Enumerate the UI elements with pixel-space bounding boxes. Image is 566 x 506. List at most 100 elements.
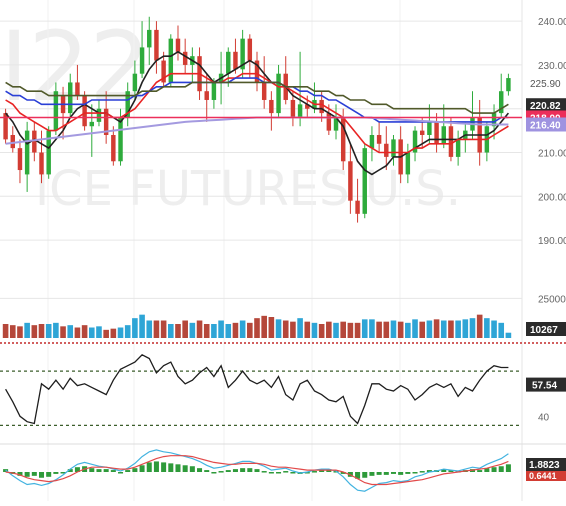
oscillator-panel — [0, 354, 522, 426]
price-label-text: 216.40 — [530, 120, 561, 131]
candle-body — [506, 78, 511, 92]
watermark-exchange: ICE FUTURES U.S. — [35, 161, 461, 217]
oscillator-tick-label: 40 — [538, 412, 550, 423]
candle-body — [89, 121, 95, 127]
y-tick-label: 210.00 — [538, 149, 566, 160]
volume-bar — [9, 325, 16, 338]
macd-histogram-bar — [204, 470, 210, 472]
macd-histogram-bar — [31, 472, 37, 476]
macd-histogram-bar — [125, 470, 131, 472]
volume-label-text: 10267 — [530, 325, 558, 336]
macd-histogram-bar — [168, 463, 174, 472]
candle-body — [103, 108, 109, 135]
volume-bar — [297, 318, 303, 338]
y-tick-label: 200.00 — [538, 192, 566, 203]
volume-label-box — [526, 322, 566, 336]
price-label-box — [526, 98, 566, 113]
candle-body — [154, 29, 159, 61]
macd-histogram-bar — [405, 472, 411, 474]
macd-label-box — [526, 458, 566, 471]
macd-histogram-bar — [441, 469, 447, 472]
macd-histogram-bar — [225, 470, 231, 472]
candle-body — [369, 135, 375, 149]
macd-histogram-bar — [254, 469, 260, 472]
macd-histogram-bar — [53, 472, 59, 474]
candle-body — [434, 121, 439, 144]
volume-bar — [261, 315, 267, 338]
candle-body — [182, 51, 188, 65]
candle-body — [75, 82, 80, 96]
macd-histogram-bar — [390, 472, 396, 474]
candle-body — [168, 38, 174, 83]
volume-bar — [419, 321, 426, 338]
candle-body — [405, 152, 411, 175]
macd-histogram-bar — [218, 471, 224, 473]
macd-histogram-bar — [24, 472, 30, 477]
volume-bar — [153, 320, 160, 338]
macd-histogram-bar — [211, 472, 217, 474]
macd-histogram-bar — [491, 467, 497, 472]
candle-body — [161, 60, 166, 83]
macd-histogram-bar — [448, 470, 454, 472]
candle-body — [384, 143, 389, 157]
volume-bar — [160, 320, 167, 338]
candle-body — [204, 91, 209, 100]
macd-histogram-bar — [426, 470, 432, 472]
macd-panel — [0, 443, 566, 492]
macd-histogram-bar — [261, 471, 267, 473]
volume-bar — [326, 321, 332, 338]
candle-body — [46, 130, 51, 175]
volume-panel — [0, 314, 566, 344]
macd-histogram-bar — [412, 472, 418, 474]
macd-label-text: 1.8823 — [529, 460, 560, 471]
candle-body — [247, 38, 253, 61]
macd-histogram-bar — [182, 465, 188, 472]
macd-histogram-bar — [290, 472, 296, 474]
macd-histogram-bar — [110, 470, 116, 472]
candle-body — [448, 126, 454, 157]
macd-histogram-bar — [153, 461, 159, 472]
candle-body — [305, 104, 310, 109]
candle-body — [297, 104, 303, 118]
candle-body — [419, 130, 425, 135]
candle-body — [233, 51, 238, 70]
macd-signal-label-box — [526, 471, 566, 481]
candle-body — [147, 29, 152, 48]
candle-body — [441, 126, 446, 144]
candle-body — [68, 82, 73, 114]
candle-body — [3, 113, 8, 140]
price-label-box — [526, 75, 566, 90]
macd-histogram-bar — [419, 471, 425, 473]
moving-average-olive — [5, 81, 509, 114]
volume-bar — [311, 322, 318, 338]
candle-body — [125, 91, 130, 118]
candle-body — [261, 82, 267, 100]
candle-body — [355, 200, 360, 214]
price-label-text: 225.90 — [530, 79, 561, 90]
volume-bar — [484, 318, 490, 338]
macd-histogram-bar — [197, 468, 203, 472]
y-tick-label: 230.00 — [538, 61, 566, 72]
candle-body — [32, 130, 37, 153]
volume-bar — [196, 320, 203, 338]
macd-histogram-bar — [161, 462, 167, 472]
macd-histogram-bar — [67, 469, 73, 472]
volume-bar — [38, 324, 45, 338]
price-label-box — [526, 117, 566, 132]
candle-body — [118, 117, 123, 162]
volume-bar — [139, 314, 145, 338]
volume-bar — [405, 322, 411, 338]
macd-histogram-bar — [96, 469, 102, 472]
macd-histogram-bar — [268, 472, 274, 474]
volume-bar — [232, 322, 239, 338]
oscillator-line — [5, 354, 509, 425]
macd-histogram-bar — [139, 465, 145, 472]
volume-bar — [440, 320, 447, 338]
candle-body — [96, 108, 102, 122]
volume-bar — [469, 318, 476, 338]
macd-histogram-bar — [276, 472, 282, 474]
candle-body — [319, 99, 324, 114]
volume-bar — [225, 324, 232, 338]
candle-body — [211, 82, 217, 100]
